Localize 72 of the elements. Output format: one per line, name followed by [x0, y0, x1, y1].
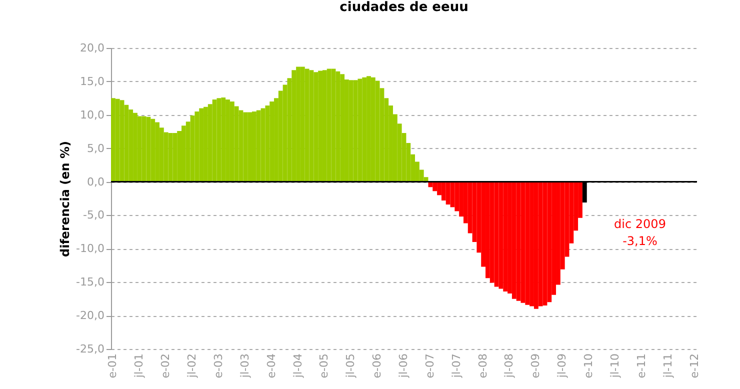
x-tick-label: jl-10 — [608, 354, 622, 379]
bar — [172, 132, 178, 182]
y-tick-label: 20,0 — [80, 42, 104, 54]
y-tick-label: -15,0 — [76, 276, 104, 289]
y-tick-label: 5,0 — [87, 142, 104, 155]
bar — [498, 182, 504, 289]
bar — [494, 182, 499, 287]
bar — [256, 110, 261, 182]
bar — [216, 98, 222, 182]
x-tick-label: e-04 — [264, 354, 278, 378]
bar — [525, 182, 530, 305]
bar — [309, 70, 314, 182]
bar — [190, 116, 195, 182]
x-tick-label: e-01 — [106, 354, 120, 378]
bar — [212, 100, 217, 182]
bar — [331, 68, 336, 182]
x-tick-label: jl-04 — [291, 354, 304, 379]
chart-title: ciudades de eeuu — [340, 0, 468, 15]
x-tick-label: e-09 — [529, 354, 542, 378]
bar — [238, 110, 244, 182]
annotation: -3,1% — [622, 234, 658, 248]
bar — [336, 71, 340, 182]
y-tick-label: -5,0 — [83, 208, 104, 222]
y-tick-label: -25,0 — [76, 342, 104, 356]
bar — [542, 182, 548, 306]
bar — [137, 116, 142, 182]
bar — [314, 72, 318, 182]
bar — [115, 98, 120, 182]
bar — [120, 100, 124, 182]
x-tick-label: jl-09 — [556, 354, 569, 379]
x-tick-label: e-11 — [634, 354, 648, 378]
x-tick-label: jl-01 — [132, 354, 146, 379]
bar — [446, 182, 450, 205]
x-tick-label: e-05 — [318, 354, 331, 378]
x-tick-label: jl-11 — [661, 354, 674, 379]
x-tick-label: e-03 — [212, 354, 225, 378]
x-tick-label: e-10 — [582, 354, 596, 378]
x-tick-label: e-02 — [159, 354, 172, 378]
bar — [375, 80, 380, 182]
bar — [146, 116, 151, 182]
x-tick-label: jl-05 — [344, 354, 358, 379]
y-tick-label: 0,0 — [87, 175, 104, 188]
x-tick-label: jl-06 — [397, 354, 410, 379]
bar — [547, 182, 552, 302]
y-tick-label: 15,0 — [80, 74, 104, 88]
bar — [520, 182, 526, 303]
bar — [265, 106, 270, 182]
bar — [490, 182, 494, 283]
y-tick-label: -10,0 — [76, 242, 104, 256]
y-tick-label: -20,0 — [76, 309, 104, 322]
x-tick-label: e-06 — [370, 354, 384, 378]
bar — [348, 80, 354, 182]
annotation: dic 2009 — [614, 217, 666, 231]
bar — [353, 80, 358, 182]
bar — [304, 68, 310, 182]
bar — [194, 112, 200, 182]
x-tick-label: jl-03 — [238, 354, 252, 379]
bar — [358, 78, 362, 182]
bar — [538, 182, 543, 306]
bar — [243, 112, 248, 182]
bar — [260, 108, 266, 182]
x-tick-label: jl-07 — [450, 354, 463, 379]
y-tick-label: 10,0 — [80, 108, 104, 122]
y-axis-title: diferencia (en %) — [58, 140, 72, 258]
x-tick-label: jl-02 — [186, 354, 199, 379]
bar — [142, 116, 146, 182]
bar — [326, 68, 332, 182]
x-tick-label: e-12 — [688, 354, 701, 378]
x-tick-label: jl-08 — [502, 354, 516, 379]
x-tick-label: e-08 — [476, 354, 490, 378]
x-tick-label: e-07 — [423, 354, 436, 378]
bar — [516, 182, 521, 301]
